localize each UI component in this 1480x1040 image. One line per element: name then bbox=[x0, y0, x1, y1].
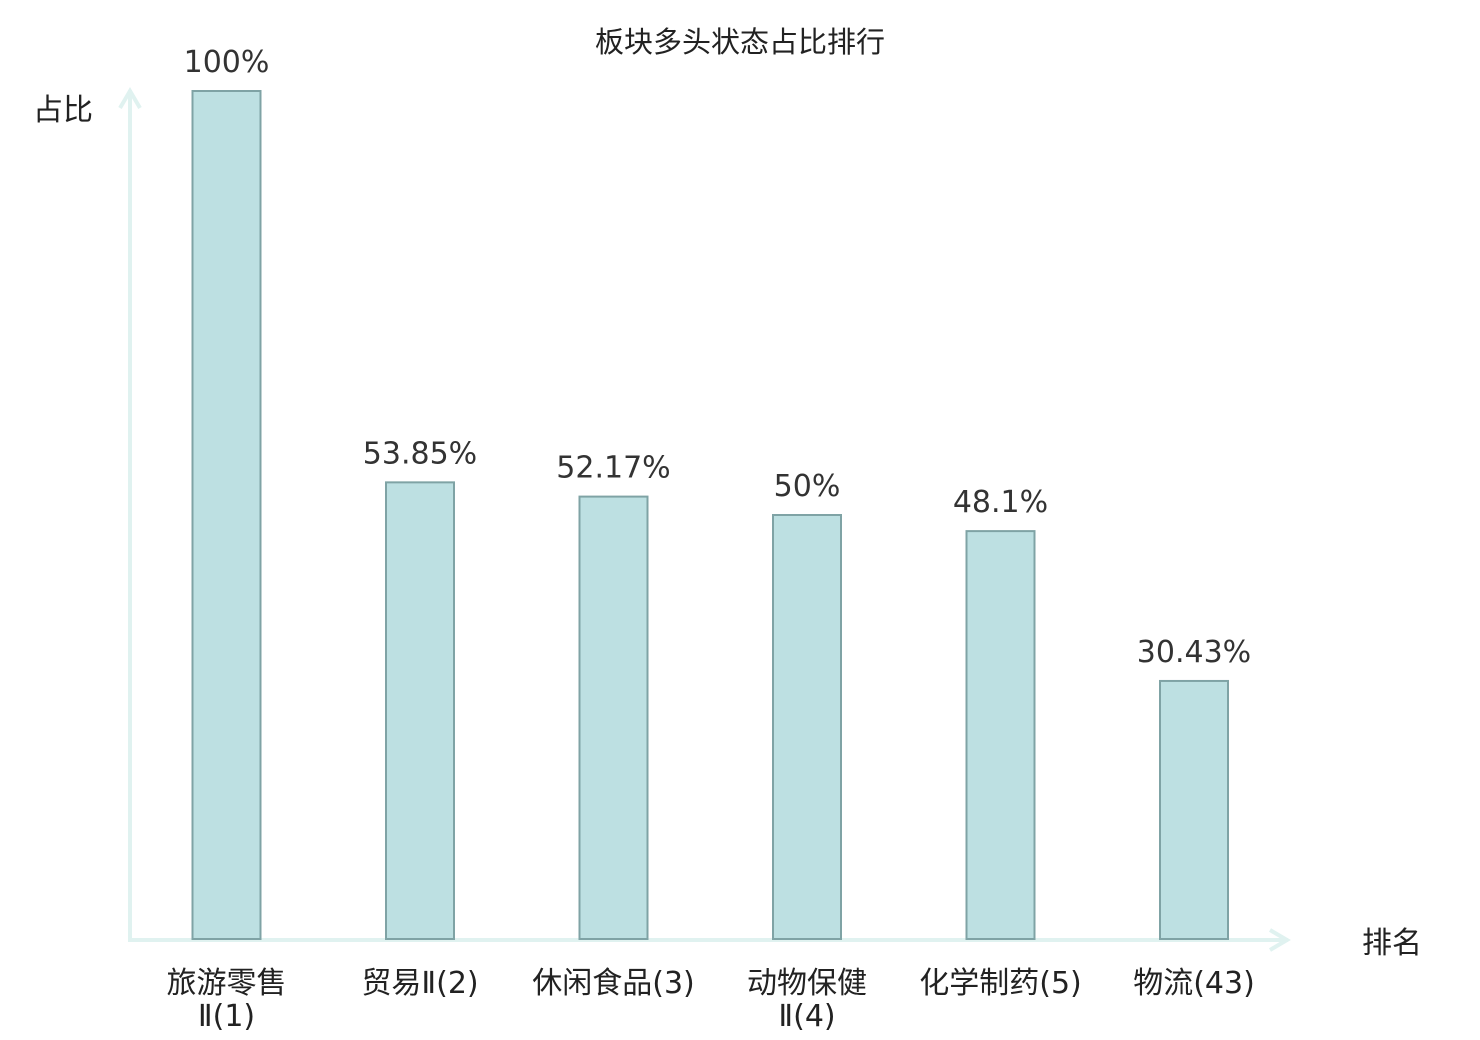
category-label-4-line-1: 动物保健 bbox=[747, 966, 867, 1001]
x-axis-title: 排名 bbox=[1362, 926, 1422, 961]
y-axis-arrow bbox=[118, 87, 142, 110]
bar-3 bbox=[578, 495, 649, 940]
category-label-1-line-1: 旅游零售 bbox=[167, 966, 287, 1001]
value-label-6: 30.43% bbox=[1137, 635, 1251, 670]
x-axis-arrow bbox=[1268, 928, 1291, 952]
chart-title: 板块多头状态占比排行 bbox=[595, 25, 885, 59]
value-label-1: 100% bbox=[184, 45, 270, 80]
bar-1 bbox=[191, 90, 262, 940]
category-label-1-line-2: Ⅱ(1) bbox=[198, 999, 255, 1034]
y-axis-title: 占比 bbox=[33, 93, 93, 128]
category-label-5: 化学制药(5) bbox=[919, 966, 1082, 1001]
category-label-3: 休闲食品(3) bbox=[532, 966, 695, 1001]
category-label-2: 贸易Ⅱ(2) bbox=[361, 966, 478, 1001]
bar-5 bbox=[965, 530, 1036, 940]
category-label-4-line-2: Ⅱ(4) bbox=[778, 999, 835, 1034]
value-label-2: 53.85% bbox=[363, 436, 477, 471]
category-label-6: 物流(43) bbox=[1133, 966, 1255, 1001]
bar-2 bbox=[385, 481, 455, 940]
x-axis bbox=[128, 928, 1291, 952]
value-label-3: 52.17% bbox=[556, 451, 670, 486]
value-label-5: 48.1% bbox=[953, 485, 1048, 520]
bar-4 bbox=[772, 514, 842, 940]
bar-6 bbox=[1159, 679, 1229, 940]
y-axis bbox=[118, 87, 142, 940]
value-label-4: 50% bbox=[774, 469, 841, 504]
